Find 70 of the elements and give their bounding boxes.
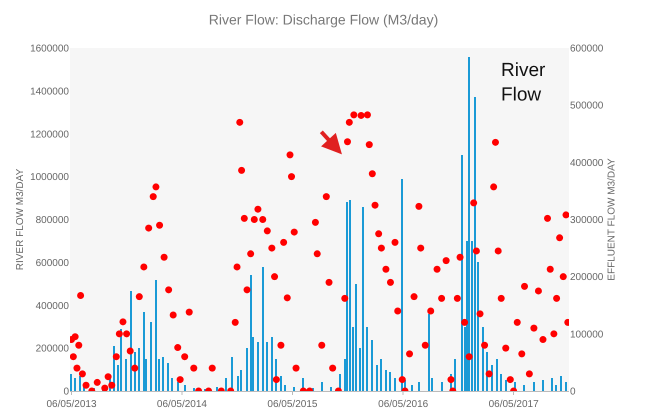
y2-tick-label: 100000: [570, 329, 604, 340]
bar: [184, 385, 186, 391]
bar: [505, 380, 507, 391]
bar: [262, 267, 264, 391]
bar: [371, 340, 373, 391]
x-tick-label: 06/05/2017: [488, 399, 540, 410]
bar: [380, 359, 382, 391]
y-tick-label: 800000: [36, 215, 70, 226]
bar: [162, 357, 164, 391]
bar: [330, 387, 332, 391]
y-axis-title: RIVER FLOW M3/DAY: [15, 168, 26, 270]
y-tick-label: 600000: [36, 258, 70, 269]
bar: [542, 380, 544, 391]
y2-axis-title: EFFLUENT FLOW M3/DAY: [606, 158, 618, 281]
y-tick-label: 200000: [36, 344, 70, 355]
bar: [418, 382, 420, 391]
bar: [240, 370, 242, 391]
y-tick-label: 1000000: [30, 172, 70, 184]
bar: [150, 322, 152, 391]
bar: [565, 382, 567, 391]
x-tick-label: 06/05/2013: [46, 399, 97, 410]
bar: [271, 337, 273, 391]
bar: [411, 385, 413, 391]
bar: [389, 372, 391, 391]
bar: [155, 280, 157, 391]
chart-title: River Flow: Discharge Flow (M3/day): [208, 11, 438, 28]
bar: [500, 374, 502, 391]
bar: [266, 342, 268, 391]
x-tick-label: 06/05/2014: [156, 399, 208, 410]
x-tick-label: 06/05/2015: [267, 399, 318, 410]
bar: [246, 348, 248, 391]
bar: [376, 365, 378, 391]
x-tick-label: 06/05/2016: [378, 399, 429, 410]
bar: [533, 382, 535, 391]
bar: [394, 378, 396, 391]
bar: [70, 374, 72, 391]
bar: [74, 378, 76, 391]
bar: [362, 207, 364, 391]
bar: [523, 385, 525, 391]
y2-tick-label: 200000: [570, 272, 604, 284]
y2-tick-label: 600000: [570, 44, 604, 54]
bar: [284, 385, 286, 391]
bar: [257, 342, 259, 391]
y2-tick-label: 0: [570, 386, 576, 398]
bar: [321, 382, 323, 391]
bar: [171, 378, 173, 391]
bar: [366, 327, 368, 391]
y2-tick-label: 400000: [570, 158, 604, 169]
y-tick-label: 1400000: [30, 86, 70, 98]
bar: [551, 378, 553, 391]
y-tick-label: 0: [63, 386, 70, 398]
y-tick-label: 400000: [36, 300, 70, 312]
bar: [293, 387, 295, 391]
bar: [441, 382, 443, 391]
bar: [143, 312, 145, 391]
y2-tick-label: 300000: [570, 215, 604, 226]
y2-tick-label: 500000: [570, 100, 604, 112]
series-label: River Flow: [501, 60, 546, 106]
bar: [167, 363, 169, 391]
y-tick-label: 1600000: [30, 44, 70, 54]
bar: [560, 376, 562, 391]
bar: [225, 378, 227, 391]
bar: [555, 385, 557, 391]
y-tick-label: 1200000: [30, 129, 70, 140]
bar: [385, 370, 387, 391]
bar: [125, 359, 127, 391]
bar: [355, 284, 357, 391]
bar: [496, 359, 498, 391]
bar: [349, 200, 351, 391]
bar: [138, 348, 140, 391]
